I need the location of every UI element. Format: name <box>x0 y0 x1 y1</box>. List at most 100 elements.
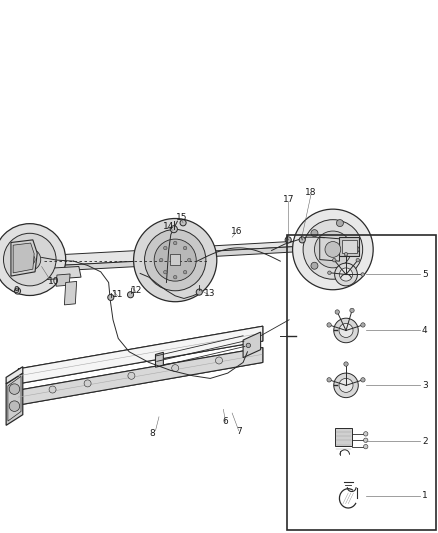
Circle shape <box>293 209 373 290</box>
Circle shape <box>328 271 331 274</box>
Text: 7: 7 <box>236 427 242 436</box>
Circle shape <box>108 294 114 301</box>
Circle shape <box>127 292 134 298</box>
Polygon shape <box>342 240 357 253</box>
Circle shape <box>327 323 331 327</box>
Bar <box>287 235 436 530</box>
Circle shape <box>339 378 353 392</box>
Circle shape <box>163 246 167 250</box>
Polygon shape <box>18 348 263 405</box>
Circle shape <box>184 270 187 274</box>
Text: 11: 11 <box>112 290 123 299</box>
Circle shape <box>352 246 359 253</box>
Polygon shape <box>64 281 77 305</box>
Text: 4: 4 <box>422 326 427 335</box>
Circle shape <box>172 365 179 372</box>
Text: 15: 15 <box>176 213 187 222</box>
Text: 5: 5 <box>422 270 428 279</box>
Circle shape <box>344 362 348 366</box>
Text: 8: 8 <box>149 429 155 438</box>
Polygon shape <box>170 254 180 265</box>
Polygon shape <box>18 326 263 384</box>
Text: 2: 2 <box>422 437 427 446</box>
Polygon shape <box>13 243 34 273</box>
Polygon shape <box>18 348 263 405</box>
Circle shape <box>335 263 357 286</box>
Circle shape <box>128 372 135 379</box>
Polygon shape <box>206 240 320 252</box>
Circle shape <box>173 241 177 245</box>
Polygon shape <box>6 373 23 425</box>
Polygon shape <box>19 249 158 268</box>
Circle shape <box>325 241 341 257</box>
Polygon shape <box>155 352 163 367</box>
Circle shape <box>314 231 351 268</box>
Polygon shape <box>18 326 263 384</box>
Circle shape <box>364 445 368 449</box>
Circle shape <box>49 386 56 393</box>
Circle shape <box>311 230 318 237</box>
Circle shape <box>344 253 348 256</box>
Text: 12: 12 <box>131 286 142 295</box>
Circle shape <box>184 246 187 250</box>
Text: 16: 16 <box>231 228 242 236</box>
Polygon shape <box>6 367 23 384</box>
Polygon shape <box>243 332 261 358</box>
Circle shape <box>285 237 291 243</box>
Text: 14: 14 <box>163 222 174 231</box>
Circle shape <box>154 239 196 281</box>
Circle shape <box>145 229 206 291</box>
Circle shape <box>25 254 35 265</box>
Circle shape <box>134 219 217 302</box>
Circle shape <box>336 272 343 279</box>
Circle shape <box>361 378 365 382</box>
Text: 6: 6 <box>223 417 229 425</box>
Circle shape <box>361 323 365 327</box>
Circle shape <box>163 270 167 274</box>
Circle shape <box>311 262 318 269</box>
Text: 18: 18 <box>305 189 317 197</box>
Polygon shape <box>339 237 359 256</box>
Circle shape <box>9 401 20 411</box>
Text: 17: 17 <box>283 196 295 204</box>
Polygon shape <box>320 237 339 261</box>
Circle shape <box>334 318 358 343</box>
Text: 3: 3 <box>422 381 428 390</box>
Polygon shape <box>19 260 158 273</box>
Text: 1: 1 <box>422 491 428 500</box>
Circle shape <box>334 373 358 398</box>
Circle shape <box>335 310 339 314</box>
Circle shape <box>14 288 21 294</box>
Polygon shape <box>11 240 37 276</box>
Circle shape <box>173 276 177 279</box>
Circle shape <box>246 343 251 348</box>
Text: 10: 10 <box>48 277 59 286</box>
Circle shape <box>196 289 202 295</box>
Circle shape <box>336 220 343 227</box>
Polygon shape <box>206 245 320 257</box>
Circle shape <box>215 357 223 364</box>
Circle shape <box>19 248 41 271</box>
Text: 9: 9 <box>14 286 20 295</box>
Circle shape <box>299 237 305 243</box>
Polygon shape <box>56 274 70 286</box>
Circle shape <box>361 273 364 276</box>
Circle shape <box>339 268 353 281</box>
Circle shape <box>0 224 66 295</box>
Circle shape <box>303 220 363 279</box>
Circle shape <box>84 380 91 387</box>
Circle shape <box>180 220 186 226</box>
Circle shape <box>356 259 360 262</box>
Circle shape <box>170 225 177 233</box>
Circle shape <box>159 259 163 262</box>
Circle shape <box>364 438 368 442</box>
Circle shape <box>332 259 336 262</box>
Circle shape <box>4 233 56 286</box>
Circle shape <box>350 308 354 313</box>
Text: 13: 13 <box>204 289 215 297</box>
Circle shape <box>364 432 368 436</box>
Circle shape <box>327 378 331 382</box>
Circle shape <box>187 259 191 262</box>
Bar <box>335 428 352 446</box>
Polygon shape <box>33 266 81 280</box>
